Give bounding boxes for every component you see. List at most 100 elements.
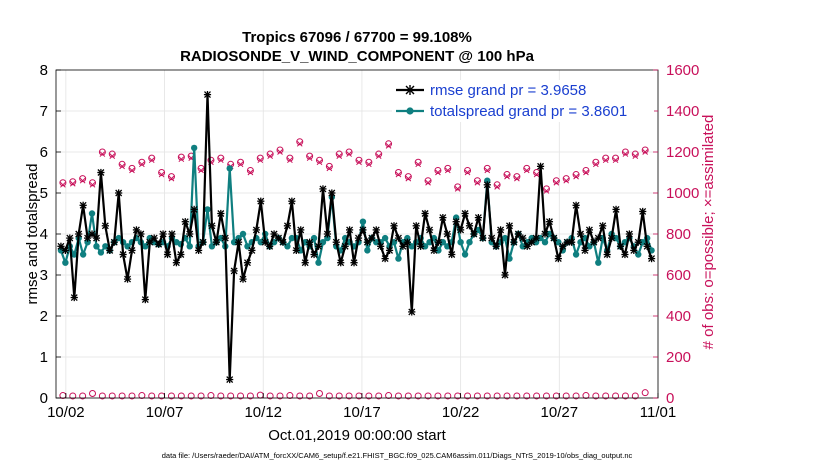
y-tick-label: 0 <box>40 390 48 407</box>
obs-possible-bottom-marker <box>187 392 195 400</box>
rmse-point <box>510 238 518 246</box>
rmse-point <box>186 230 194 238</box>
y-right-tick-label: 200 <box>666 349 691 366</box>
rmse-point <box>132 226 141 234</box>
obs-possible-bottom-marker <box>621 392 629 400</box>
totalspread-point <box>506 255 513 262</box>
rmse-point <box>266 242 274 250</box>
rmse-point <box>306 238 314 246</box>
rmse-point <box>576 230 585 238</box>
obs-assimilated-marker <box>484 167 491 174</box>
obs-assimilated-marker <box>563 177 570 184</box>
obs-possible-marker <box>296 138 304 146</box>
obs-possible-bottom-marker <box>98 392 106 400</box>
rmse-point <box>394 234 403 242</box>
obs-possible-marker <box>572 171 580 179</box>
x-tick-label: 10/17 <box>343 404 381 421</box>
rmse-point <box>368 234 376 242</box>
rmse-point <box>599 222 607 230</box>
rmse-series <box>57 91 656 384</box>
obs-possible-marker <box>493 181 501 189</box>
obs-possible-bottom-marker <box>197 392 205 400</box>
rmse-point <box>195 246 203 254</box>
rmse-point <box>412 222 420 230</box>
rmse-point <box>159 230 167 238</box>
rmse-point <box>585 226 594 234</box>
y-right-tick-label: 800 <box>666 226 691 243</box>
rmse-point <box>377 242 385 250</box>
obs-assimilated-marker <box>267 153 274 159</box>
rmse-point <box>106 246 114 254</box>
rmse-point <box>470 230 478 238</box>
obs-possible-marker <box>404 173 412 181</box>
obs-possible-bottom-marker <box>167 392 175 400</box>
left-axis: 0 1 2 3 4 5 6 7 8 <box>40 62 61 407</box>
totalspread-point <box>612 234 620 242</box>
obs-assimilated-marker <box>257 157 264 164</box>
y-tick-label: 8 <box>40 62 48 79</box>
rmse-point <box>177 250 185 259</box>
rmse-point <box>337 259 345 267</box>
obs-possible-marker <box>197 164 205 172</box>
rmse-point <box>643 242 651 250</box>
obs-possible-bottom-marker <box>325 392 333 400</box>
x-axis: 10/02 10/07 10/12 10/17 10/22 10/27 11/01 <box>47 393 676 421</box>
rmse-point <box>634 238 642 246</box>
obs-possible-marker <box>385 140 393 148</box>
rmse-point <box>234 238 243 246</box>
rmse-point <box>226 375 234 384</box>
obs-assimilated-marker <box>365 161 372 168</box>
obs-assimilated-marker <box>129 167 135 174</box>
rmse-point <box>443 230 451 238</box>
rmse-point <box>230 267 238 275</box>
chart-subtitle: RADIOSONDE_V_WIND_COMPONENT @ 100 hPa <box>180 48 535 65</box>
legend-spread-marker <box>406 107 414 115</box>
x-axis-label: Oct.01,2019 00:00:00 start <box>268 427 446 444</box>
obs-assimilated-marker <box>523 167 530 174</box>
rmse-point <box>332 238 340 246</box>
obs-possible-marker <box>523 164 531 172</box>
obs-possible-bottom-marker <box>79 392 87 400</box>
obs-assimilated-marker <box>464 169 471 176</box>
obs-possible-marker <box>464 166 472 174</box>
rmse-point <box>594 234 602 242</box>
obs-possible-marker <box>355 156 363 164</box>
obs-assimilated-marker <box>494 183 500 190</box>
rmse-point <box>572 201 580 209</box>
rmse-point <box>119 250 127 259</box>
obs-possible-marker <box>69 178 77 186</box>
rmse-point <box>474 214 482 222</box>
totalspread-point <box>190 144 198 152</box>
obs-possible-bottom-marker <box>385 392 393 400</box>
right-axis: 0 200 400 600 800 1000 1200 1400 1600 <box>653 62 699 407</box>
obs-possible-bottom-marker <box>375 392 383 400</box>
obs-assimilated-marker <box>395 171 402 178</box>
obs-possible-marker <box>306 152 314 160</box>
obs-assimilated-marker <box>504 173 510 180</box>
rmse-point <box>323 230 331 238</box>
y-tick-label: 3 <box>40 267 48 284</box>
obs-assimilated-marker <box>139 161 145 168</box>
obs-possible-marker <box>394 169 402 176</box>
obs-possible-bottom-marker <box>641 389 649 397</box>
obs-assimilated-marker <box>306 155 313 162</box>
rmse-point <box>243 259 252 267</box>
totalspread-point <box>93 243 100 250</box>
obs-assimilated-marker <box>583 169 589 176</box>
obs-assimilated-marker <box>178 156 185 163</box>
x-tick-label: 10/12 <box>244 404 282 421</box>
legend-rmse-marker <box>405 85 415 95</box>
rmse-point <box>341 242 349 250</box>
totalspread-point <box>226 165 233 172</box>
y-right-tick-label: 600 <box>666 267 691 284</box>
rmse-point <box>97 168 105 177</box>
obs-assimilated-marker <box>573 173 579 180</box>
rmse-point <box>146 238 154 246</box>
obs-assimilated-marker <box>119 163 125 170</box>
obs-possible-bottom-marker <box>335 392 343 400</box>
rmse-point <box>359 226 367 234</box>
rmse-point <box>505 222 514 230</box>
y-right-tick-label: 1600 <box>666 62 699 79</box>
totalspread-point <box>519 243 526 250</box>
